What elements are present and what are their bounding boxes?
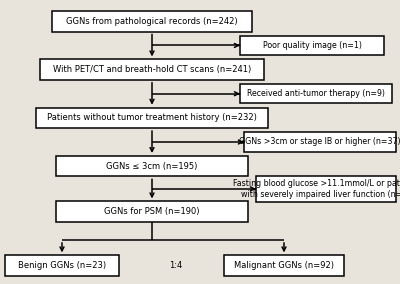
FancyBboxPatch shape (244, 132, 396, 152)
FancyBboxPatch shape (240, 84, 392, 103)
Text: Poor quality image (n=1): Poor quality image (n=1) (262, 41, 362, 50)
FancyBboxPatch shape (224, 255, 344, 276)
Text: GGNs ≤ 3cm (n=195): GGNs ≤ 3cm (n=195) (106, 162, 198, 171)
FancyBboxPatch shape (36, 108, 268, 128)
FancyBboxPatch shape (40, 59, 264, 80)
FancyBboxPatch shape (52, 11, 252, 32)
FancyBboxPatch shape (256, 176, 396, 202)
Text: Benign GGNs (n=23): Benign GGNs (n=23) (18, 261, 106, 270)
FancyBboxPatch shape (5, 255, 119, 276)
Text: With PET/CT and breath-hold CT scans (n=241): With PET/CT and breath-hold CT scans (n=… (53, 65, 251, 74)
Text: GGNs from pathological records (n=242): GGNs from pathological records (n=242) (66, 17, 238, 26)
Text: Fasting blood glucose >11.1mmol/L or patients
with severely impaired liver funct: Fasting blood glucose >11.1mmol/L or pat… (233, 179, 400, 199)
FancyBboxPatch shape (240, 36, 384, 55)
Text: GGNs >3cm or stage IB or higher (n=37): GGNs >3cm or stage IB or higher (n=37) (239, 137, 400, 147)
FancyBboxPatch shape (56, 156, 248, 176)
Text: Patients without tumor treatment history (n=232): Patients without tumor treatment history… (47, 113, 257, 122)
Text: Malignant GGNs (n=92): Malignant GGNs (n=92) (234, 261, 334, 270)
FancyBboxPatch shape (56, 201, 248, 222)
Text: 1:4: 1:4 (169, 261, 183, 270)
Text: GGNs for PSM (n=190): GGNs for PSM (n=190) (104, 207, 200, 216)
Text: Received anti-tumor therapy (n=9): Received anti-tumor therapy (n=9) (247, 89, 385, 98)
